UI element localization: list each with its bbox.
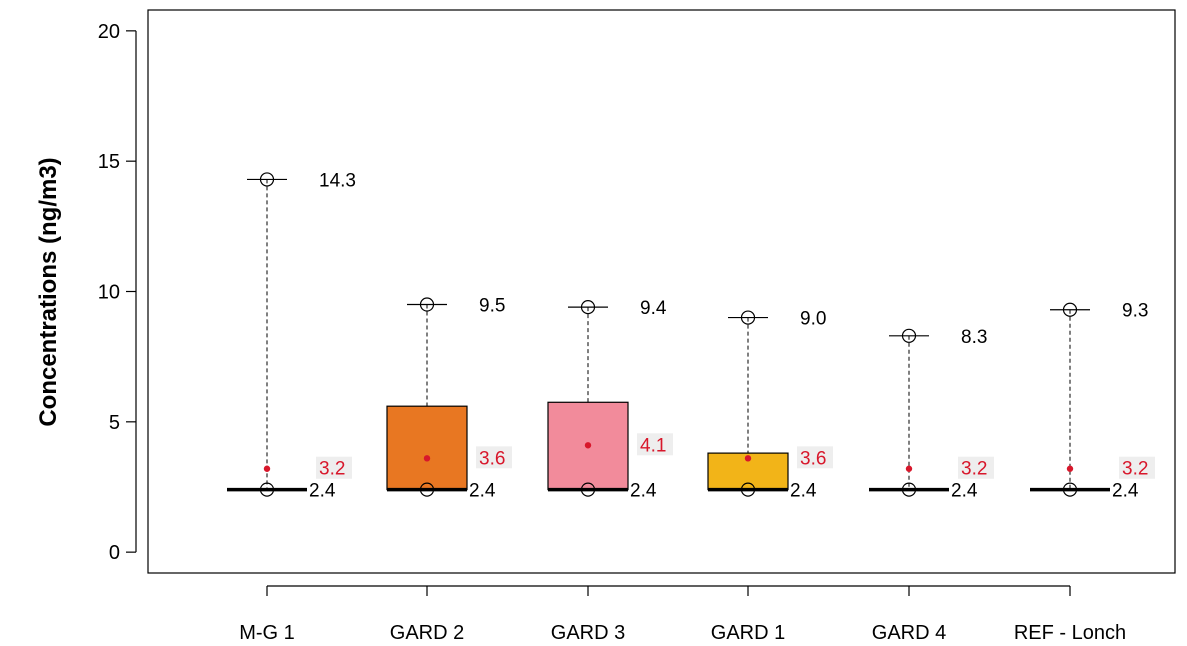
x-tick-label: GARD 3 [551, 622, 625, 644]
mean-label-bg [797, 446, 833, 469]
box-group: 8.3 3.22.4 [869, 327, 994, 502]
y-axis-label: Concentrations (ng/m3) [35, 157, 62, 426]
y-tick-label: 10 [98, 282, 120, 304]
min-marker [259, 482, 275, 497]
min-marker [740, 482, 756, 497]
max-marker [259, 172, 275, 187]
max-marker [1062, 302, 1078, 317]
mean-value-label: 3.2 [1122, 459, 1148, 480]
mean-value-label: 4.1 [640, 435, 666, 456]
mean-point [905, 465, 913, 472]
max-marker [580, 300, 596, 315]
max-marker [740, 310, 756, 325]
y-axis: 0 5 10 15 20 [98, 21, 137, 564]
max-value-label: 9.5 [479, 296, 505, 317]
x-tick-label: REF - Lonch [1014, 622, 1126, 644]
median-value-label: 2.4 [469, 481, 496, 502]
min-marker [901, 482, 917, 497]
y-tick-label: 0 [109, 542, 120, 564]
box-body [547, 401, 629, 491]
median-value-label: 2.4 [309, 481, 336, 502]
max-value-label: 14.3 [319, 170, 356, 191]
mean-label-bg [476, 446, 512, 469]
mean-value-label: 3.6 [479, 448, 505, 469]
mean-point [584, 442, 592, 449]
max-value-label: 9.0 [800, 309, 826, 330]
mean-point [1066, 465, 1074, 472]
box-body [386, 405, 468, 491]
max-marker [901, 328, 917, 343]
plot-area-frame [147, 9, 1176, 574]
box-group: 9.5 3.6 2.4 [386, 296, 512, 502]
mean-value-label: 3.2 [319, 459, 345, 480]
boxes-layer: 14.33.22.49.53.62.49.44.12.49.03.62.48.3… [227, 170, 1155, 502]
min-marker [419, 482, 435, 497]
box-group: 9.0 3.6 2.4 [707, 309, 833, 502]
mean-label-bg [637, 433, 673, 456]
median-value-label: 2.4 [790, 481, 817, 502]
x-tick-label: GARD 1 [711, 622, 785, 644]
min-marker [580, 482, 596, 497]
x-tick-label: GARD 2 [390, 622, 464, 644]
mean-value-label: 3.2 [961, 459, 987, 480]
box-group: 9.3 3.22.4 [1030, 301, 1155, 502]
max-value-label: 9.4 [640, 298, 667, 319]
max-marker [419, 297, 435, 312]
max-value-label: 8.3 [961, 327, 987, 348]
mean-point [423, 455, 431, 462]
x-axis: M-G 1 GARD 2 GARD 3 GARD 1 GARD 4 REF - Lonch [239, 585, 1126, 644]
mean-point [263, 465, 271, 472]
min-marker [1062, 482, 1078, 497]
mean-label-bg [958, 456, 994, 479]
max-value-label: 9.3 [1122, 301, 1148, 322]
y-tick-label: 20 [98, 21, 120, 43]
median-value-label: 2.4 [951, 481, 978, 502]
x-tick-label: GARD 4 [872, 622, 946, 644]
mean-label-bg [316, 456, 352, 479]
box-group: 14.3 3.22.4 [227, 170, 356, 502]
x-tick-label: M-G 1 [239, 622, 295, 644]
y-tick-label: 5 [109, 412, 120, 434]
y-tick-label: 15 [98, 151, 120, 173]
mean-point [744, 455, 752, 462]
median-value-label: 2.4 [1112, 481, 1139, 502]
mean-value-label: 3.6 [800, 448, 826, 469]
box-group: 9.4 4.1 2.4 [547, 298, 673, 502]
mean-label-bg [1119, 456, 1155, 479]
median-value-label: 2.4 [630, 481, 657, 502]
